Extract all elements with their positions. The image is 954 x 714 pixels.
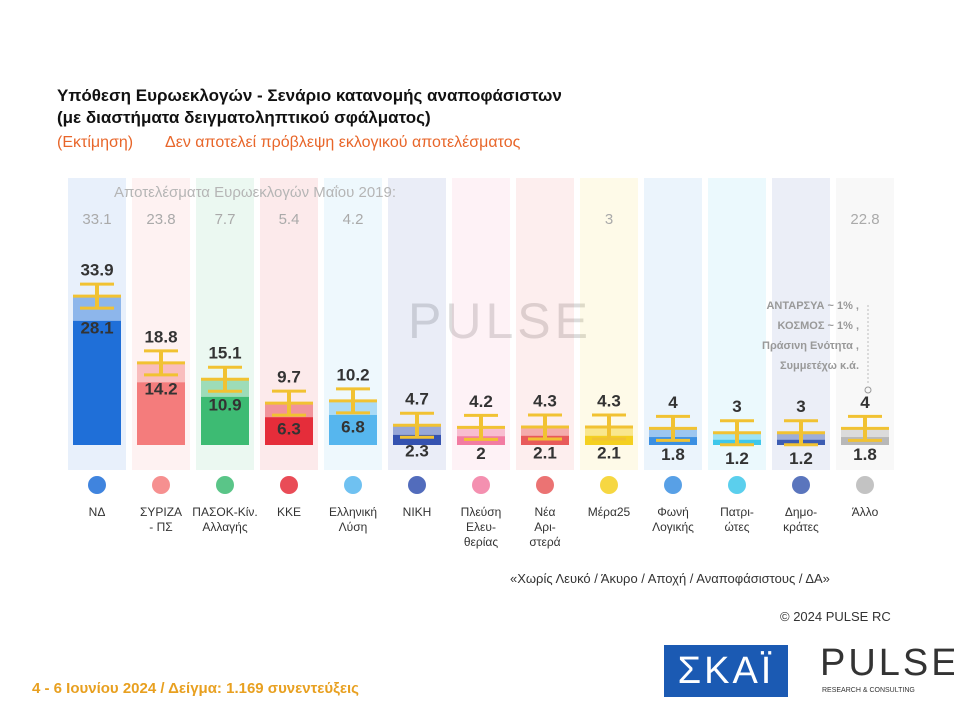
low-label: 2 <box>476 444 485 463</box>
x-tick-label: Δημο- κράτες <box>783 505 819 534</box>
x-tick-label: Πατρι- ώτες <box>720 505 754 534</box>
party-logo <box>152 476 170 494</box>
party-logo <box>600 476 618 494</box>
logo-pollster: PULSE <box>820 642 954 684</box>
annotation: ΚΟΣΜΟΣ ~ 1% , <box>777 320 859 332</box>
high-label: 3 <box>732 397 741 416</box>
bar-low <box>73 320 121 445</box>
high-label: 4.2 <box>469 392 493 411</box>
low-label: 1.8 <box>853 445 877 464</box>
annotation: Πράσινη Ενότητα , <box>762 340 859 352</box>
x-tick-label: Νέα Αρι- στερά <box>529 505 561 549</box>
party-logo <box>344 476 362 494</box>
high-label: 9.7 <box>277 368 301 387</box>
low-label: 1.8 <box>661 445 685 464</box>
subtitle: (Εκτίμηση) <box>57 134 134 151</box>
bar-low <box>265 417 313 445</box>
bar-low <box>201 396 249 445</box>
party-logo <box>472 476 490 494</box>
previous-value: 23.8 <box>146 211 175 228</box>
high-label: 10.2 <box>336 365 369 384</box>
high-label: 33.9 <box>80 261 113 280</box>
party-logo <box>536 476 554 494</box>
high-label: 15.1 <box>208 344 241 363</box>
party-logo <box>792 476 810 494</box>
high-label: 3 <box>796 397 805 416</box>
high-label: 4.3 <box>597 391 621 410</box>
x-tick-label: ΝΙΚΗ <box>402 505 432 519</box>
footer: 4 - 6 Ιουνίου 2024 / Δείγμα: 1.169 συνεν… <box>32 680 359 697</box>
x-tick-label: ΝΔ <box>88 505 106 519</box>
annotation: Συμμετέχω κ.ά. <box>779 360 859 372</box>
x-tick-label: ΚΚΕ <box>276 505 301 519</box>
party-logo <box>408 476 426 494</box>
x-tick-label: ΣΥΡΙΖΑ - ΠΣ <box>139 505 183 534</box>
low-label: 10.9 <box>208 396 241 415</box>
previous-value: 3 <box>605 211 613 228</box>
party-logo <box>280 476 298 494</box>
low-label: 6.3 <box>277 420 301 439</box>
previous-value: 4.2 <box>343 211 364 228</box>
low-label: 2.1 <box>533 443 557 462</box>
party-logo <box>856 476 874 494</box>
subtitle: Δεν αποτελεί πρόβλεψη εκλογικού αποτελέσ… <box>165 134 521 151</box>
x-tick-label: ΠΑΣΟΚ-Κίν. Αλλαγής <box>192 505 258 534</box>
low-label: 1.2 <box>789 449 813 468</box>
low-label: 2.1 <box>597 443 621 462</box>
note: «Χωρίς Λευκό / Άκυρο / Αποχή / Αναποφάσι… <box>510 571 830 586</box>
x-tick-label: Άλλο <box>851 505 879 519</box>
high-label: 4.3 <box>533 391 557 410</box>
bar-low <box>393 434 441 445</box>
watermark: PULSE <box>408 293 592 349</box>
previous-value: 5.4 <box>279 211 300 228</box>
bar-low <box>329 414 377 445</box>
high-label: 4 <box>668 393 678 412</box>
bar-low <box>137 382 185 445</box>
party-logo <box>88 476 106 494</box>
x-tick-label: Πλεύση Ελευ- θερίας <box>460 505 502 549</box>
copyright: © 2024 PULSE RC <box>780 609 891 624</box>
party-logo <box>216 476 234 494</box>
previous-value: 22.8 <box>850 211 879 228</box>
low-label: 6.8 <box>341 417 365 436</box>
annotation: ΑΝΤΑΡΣΥΑ ~ 1% , <box>766 300 859 312</box>
high-label: 18.8 <box>144 327 177 346</box>
chart-title: (με διαστήματα δειγματοληπτικού σφάλματο… <box>57 108 431 127</box>
previous-value: 33.1 <box>82 211 111 228</box>
low-label: 1.2 <box>725 449 749 468</box>
chart-title: Υπόθεση Ευρωεκλογών - Σενάριο κατανομής … <box>57 86 562 105</box>
high-label: 4 <box>860 393 870 412</box>
party-logo <box>728 476 746 494</box>
party-logo <box>664 476 682 494</box>
annotation-marker <box>864 386 872 394</box>
x-tick-label: Φωνή Λογικής <box>652 505 694 534</box>
low-label: 28.1 <box>80 318 113 337</box>
x-tick-label: Ελληνική Λύση <box>328 505 378 534</box>
previous-header: Αποτελέσματα Ευρωεκλογών Μαΐου 2019: <box>114 184 396 201</box>
x-tick-label: Μέρα25 <box>587 505 631 519</box>
low-label: 14.2 <box>144 380 177 399</box>
previous-value: 7.7 <box>215 211 236 228</box>
logo-pollster-sub: RESEARCH & CONSULTING <box>822 687 915 694</box>
logo-broadcaster: ΣΚΑΪ <box>664 645 788 697</box>
low-label: 2.3 <box>405 442 429 461</box>
high-label: 4.7 <box>405 390 429 409</box>
